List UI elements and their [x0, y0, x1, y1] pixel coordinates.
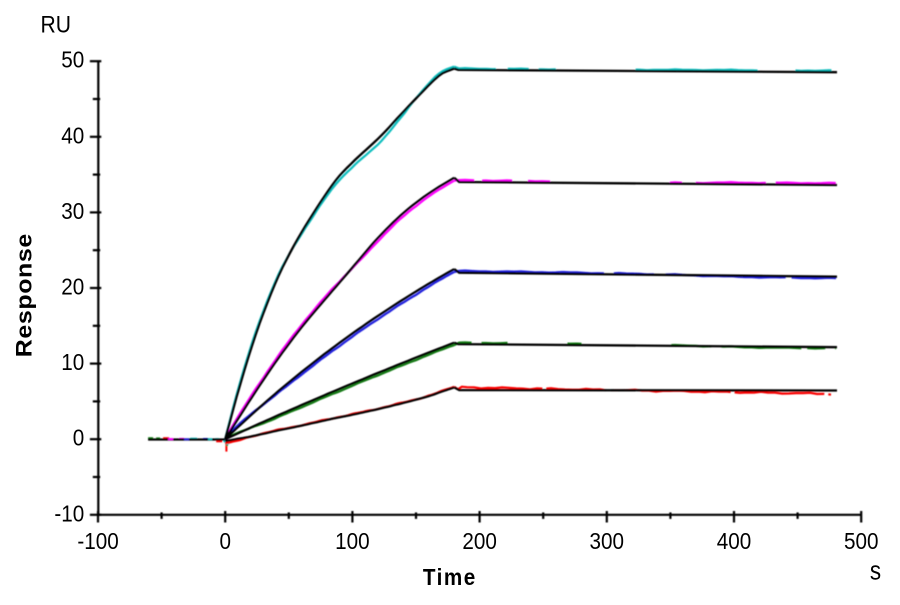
svg-text:Response: Response	[12, 233, 36, 357]
svg-text:RU: RU	[41, 11, 71, 38]
svg-text:40: 40	[61, 122, 84, 149]
svg-text:0: 0	[219, 528, 231, 555]
svg-text:100: 100	[335, 528, 369, 555]
svg-text:-100: -100	[77, 528, 118, 555]
svg-text:0: 0	[73, 424, 85, 451]
svg-text:20: 20	[61, 273, 84, 300]
svg-text:30: 30	[61, 198, 84, 225]
svg-text:Time: Time	[423, 564, 477, 591]
svg-text:-10: -10	[54, 500, 84, 527]
svg-text:10: 10	[61, 349, 84, 376]
svg-text:500: 500	[844, 528, 878, 555]
svg-text:50: 50	[61, 46, 84, 73]
svg-text:200: 200	[462, 528, 496, 555]
svg-text:400: 400	[717, 528, 751, 555]
svg-text:300: 300	[590, 528, 624, 555]
svg-text:s: s	[870, 557, 881, 586]
